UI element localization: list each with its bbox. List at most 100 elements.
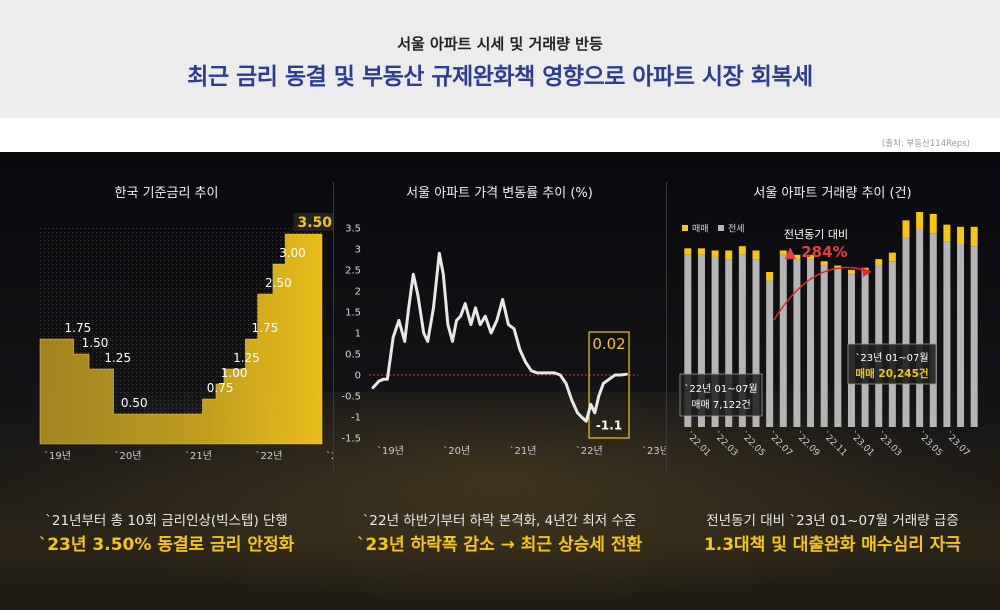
bar-sale [916,212,924,229]
bar-lease [916,228,924,427]
x-tick-label: `22년 [576,445,603,457]
bar-sale [711,250,719,257]
panel-divider [333,182,334,472]
y-tick-label: 0 [355,371,361,382]
bar-lease [779,254,787,427]
trend-arrow [773,266,872,321]
rate-caption: `21년부터 총 10회 금리인상(빅스텝) 단행 [45,513,288,529]
source-note: (출처: 부동산114Reps) [881,139,970,149]
x-tick-label: `22.01 [684,429,713,458]
x-tick-label: `21년 [185,450,212,462]
y-tick-label: 2.5 [345,266,361,277]
bar-sale [875,259,883,266]
bar-sale [970,226,978,247]
x-tick-label: `22.05 [738,429,767,458]
trend-arrowhead [862,267,871,277]
x-tick-label: `22.11 [820,429,849,458]
bar-sale [847,269,855,275]
y-tick-label: 3 [355,245,361,256]
bar-sale [793,254,801,260]
y-tick-label: 1.5 [345,308,361,319]
label-box [293,213,333,231]
bar-lease [834,269,842,427]
rate-label: 3.00 [279,246,306,260]
y-tick-label: -0.5 [341,392,361,403]
bar-sale [697,248,705,255]
rate-label: 3.50 [297,215,332,231]
price-chart: 3.5 3 2.5 2 1.5 1 0.5 0 -0.5 -1 -1.5 `19년 `20년 `21년 `2… [341,224,666,458]
bar-sale [957,226,965,245]
x-tick-label: `20년 [115,450,142,462]
bar-sale [807,254,815,260]
yoy-label: 전년동기 대비 [784,228,848,241]
x-tick-label: `22.03 [711,429,740,458]
annotation-min: -1.1 [596,418,622,432]
volume-chart-title: 서울 아파트 거래량 추이 (건) [753,186,912,201]
y-tick-label: 2 [355,287,361,298]
legend-label-sale: 매매 [692,224,709,235]
chart-panel-area: 한국 기준금리 추이 서울 아파트 가격 변동률 추이 (%) 서울 아파트 거… [0,152,1000,610]
summary-2022-period: `22년 01~07월 [684,383,757,395]
rate-label: 1.25 [233,351,260,365]
volume-chart: 매매 전세 `22.01`22.03`22.05`22.07`22.09`22.11… [679,212,978,459]
y-tick-label: -1.5 [341,434,361,445]
bar-lease [738,254,746,427]
header: 서울 아파트 시세 및 거래량 반등 최근 금리 동결 및 부동산 규제완화책 … [0,0,1000,118]
rate-step-line [39,233,323,445]
bar-lease [766,280,774,427]
bar-sale [684,248,692,255]
volume-highlight: 1.3대책 및 대출완화 매수심리 자극 [703,535,962,555]
bar-sale [929,213,937,234]
x-tick-label: `22.09 [793,429,822,458]
x-tick-label: `22년 [256,450,283,462]
bar-lease [929,233,937,427]
annotation-latest: 0.02 [592,335,625,353]
price-chart-title: 서울 아파트 가격 변동률 추이 (%) [406,186,593,201]
rate-label: 1.25 [104,351,131,365]
y-tick-label: 3.5 [345,224,361,235]
x-tick-label: `23.01 [847,429,876,458]
bar-sale [738,246,746,255]
bar-lease [943,241,951,427]
rate-label: 1.75 [252,321,279,335]
bar-lease [902,237,910,427]
header-title: 최근 금리 동결 및 부동산 규제완화책 영향으로 아파트 시장 회복세 [187,64,813,90]
bar-lease [684,254,692,427]
rate-chart: 1.751.501.250.500.751.001.251.752.503.00… [39,213,333,462]
panel-divider [666,182,667,472]
rate-label: 1.75 [65,321,92,335]
x-tick-label: `23.05 [916,429,945,458]
price-highlight: `23년 하락폭 감소 → 최근 상승세 전환 [356,535,643,555]
rate-label: 0.50 [121,396,148,410]
summary-2022-value: 매매 7,122건 [691,399,750,411]
header-subtitle: 서울 아파트 시세 및 거래량 반등 [397,35,603,53]
rate-chart-title: 한국 기준금리 추이 [114,186,219,201]
price-caption: `22년 하반기부터 하락 본격화, 4년간 최저 수준 [362,513,637,529]
rate-label: 2.50 [265,276,292,290]
bar-lease [697,254,705,427]
legend-swatch-lease [718,225,724,231]
x-tick-label: `23.07 [943,429,972,458]
bar-lease [820,265,828,427]
bar-lease [957,244,965,427]
bar-sale [902,220,910,238]
summary-box-2023 [847,343,937,385]
x-tick-label: `19년 [44,450,71,462]
bar-lease [725,259,733,427]
x-tick-label: `23.03 [875,429,904,458]
summary-2023-value: 매매 20,245건 [855,367,928,380]
bar-lease [711,256,719,427]
rate-label: 1.00 [221,366,248,380]
bar-lease [793,259,801,427]
bar-sale [725,250,733,260]
volume-caption: 전년동기 대비 `23년 01~07월 거래량 급증 [706,513,959,529]
summary-2023-period: `23년 01~07월 [855,352,928,364]
x-tick-label: `19년 [377,445,404,457]
rate-label: 1.50 [82,336,109,350]
x-tick-label: `23년 [326,450,333,462]
highlight-box [588,331,630,439]
y-tick-label: 0.5 [345,350,361,361]
summary-box-2022 [679,373,763,417]
y-tick-label: 1 [355,329,361,340]
price-line [371,251,628,423]
